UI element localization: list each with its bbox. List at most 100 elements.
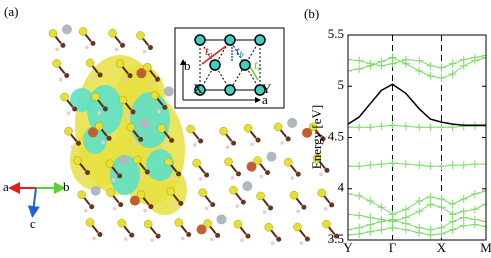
atom (155, 233, 161, 239)
atom (70, 145, 75, 150)
atom (52, 59, 61, 68)
band (348, 220, 486, 239)
orbital (70, 88, 94, 112)
atom (219, 126, 228, 136)
panel-label: (b) (304, 6, 319, 21)
atom (273, 122, 283, 132)
atom (245, 233, 251, 239)
atom (285, 136, 291, 142)
atom (90, 40, 96, 46)
atom (215, 232, 221, 238)
atom (235, 204, 240, 208)
band (348, 53, 486, 83)
atom (204, 172, 210, 178)
atom (329, 202, 335, 208)
atom (58, 77, 63, 82)
y-tick-label: 3.5 (328, 231, 344, 246)
atom (129, 195, 140, 206)
atom (289, 190, 299, 200)
inset-b: b (184, 58, 191, 73)
atom (117, 218, 126, 228)
y-tick-label: 5 (338, 77, 345, 92)
atom (270, 241, 275, 246)
atom (73, 156, 82, 165)
orbital (146, 149, 174, 181)
atom (139, 174, 144, 178)
atom (186, 124, 195, 134)
atom (126, 123, 135, 132)
atom (106, 135, 112, 141)
atom (150, 91, 160, 100)
band (348, 83, 486, 126)
atom (209, 237, 214, 242)
atom (231, 140, 237, 146)
atom (328, 238, 333, 242)
atom (319, 172, 323, 177)
y-tick-label: 4 (338, 180, 345, 195)
atom (295, 171, 301, 177)
inset: b a X Y ta tb tc (174, 27, 285, 109)
atom (85, 45, 89, 50)
atom (117, 173, 123, 179)
atom (97, 72, 103, 78)
atom (322, 219, 331, 229)
atom (198, 177, 203, 181)
atom (85, 58, 95, 68)
atom (250, 142, 254, 146)
atom (308, 122, 318, 132)
atom (323, 207, 328, 211)
atom (105, 159, 114, 169)
atom (166, 187, 176, 196)
atom (90, 185, 101, 196)
inset-ta: ta (205, 43, 213, 59)
band (348, 200, 486, 226)
atom (79, 174, 84, 179)
x-tick-label: Y (343, 240, 353, 255)
atom (296, 209, 300, 214)
atom (320, 136, 326, 142)
atom (142, 49, 147, 54)
atom (235, 171, 241, 177)
atom (72, 106, 78, 112)
atom (225, 145, 230, 149)
atom (242, 181, 253, 192)
atom (203, 219, 212, 228)
atom (198, 188, 207, 197)
atom (114, 47, 119, 52)
atom (85, 169, 91, 175)
atom (147, 45, 153, 51)
sub: c (258, 64, 262, 73)
atom (253, 156, 262, 165)
orbital (110, 155, 140, 195)
atom (130, 109, 136, 115)
atom (75, 140, 81, 146)
atom (283, 157, 293, 167)
atom (101, 140, 105, 145)
atom (287, 117, 298, 128)
axis-arrows: a b c (3, 179, 70, 231)
atom (48, 29, 58, 38)
t: t (236, 43, 240, 58)
atom (162, 104, 168, 110)
atom (133, 155, 142, 165)
atom (106, 188, 115, 197)
inset-a: a (262, 92, 268, 107)
atom (83, 208, 88, 213)
atom (276, 236, 282, 242)
atom (55, 47, 59, 52)
atom (174, 218, 183, 227)
atom (94, 122, 104, 131)
band (348, 213, 486, 234)
atom (163, 142, 168, 147)
atom (204, 206, 209, 211)
atom (192, 158, 201, 168)
y-axis-label: Energy [eV] (309, 105, 324, 169)
atom (120, 42, 126, 48)
atom (123, 237, 128, 241)
atom (240, 238, 244, 242)
band (348, 159, 486, 171)
atom (122, 77, 126, 82)
atom (256, 191, 265, 201)
atom (299, 241, 304, 245)
atom (143, 208, 147, 213)
